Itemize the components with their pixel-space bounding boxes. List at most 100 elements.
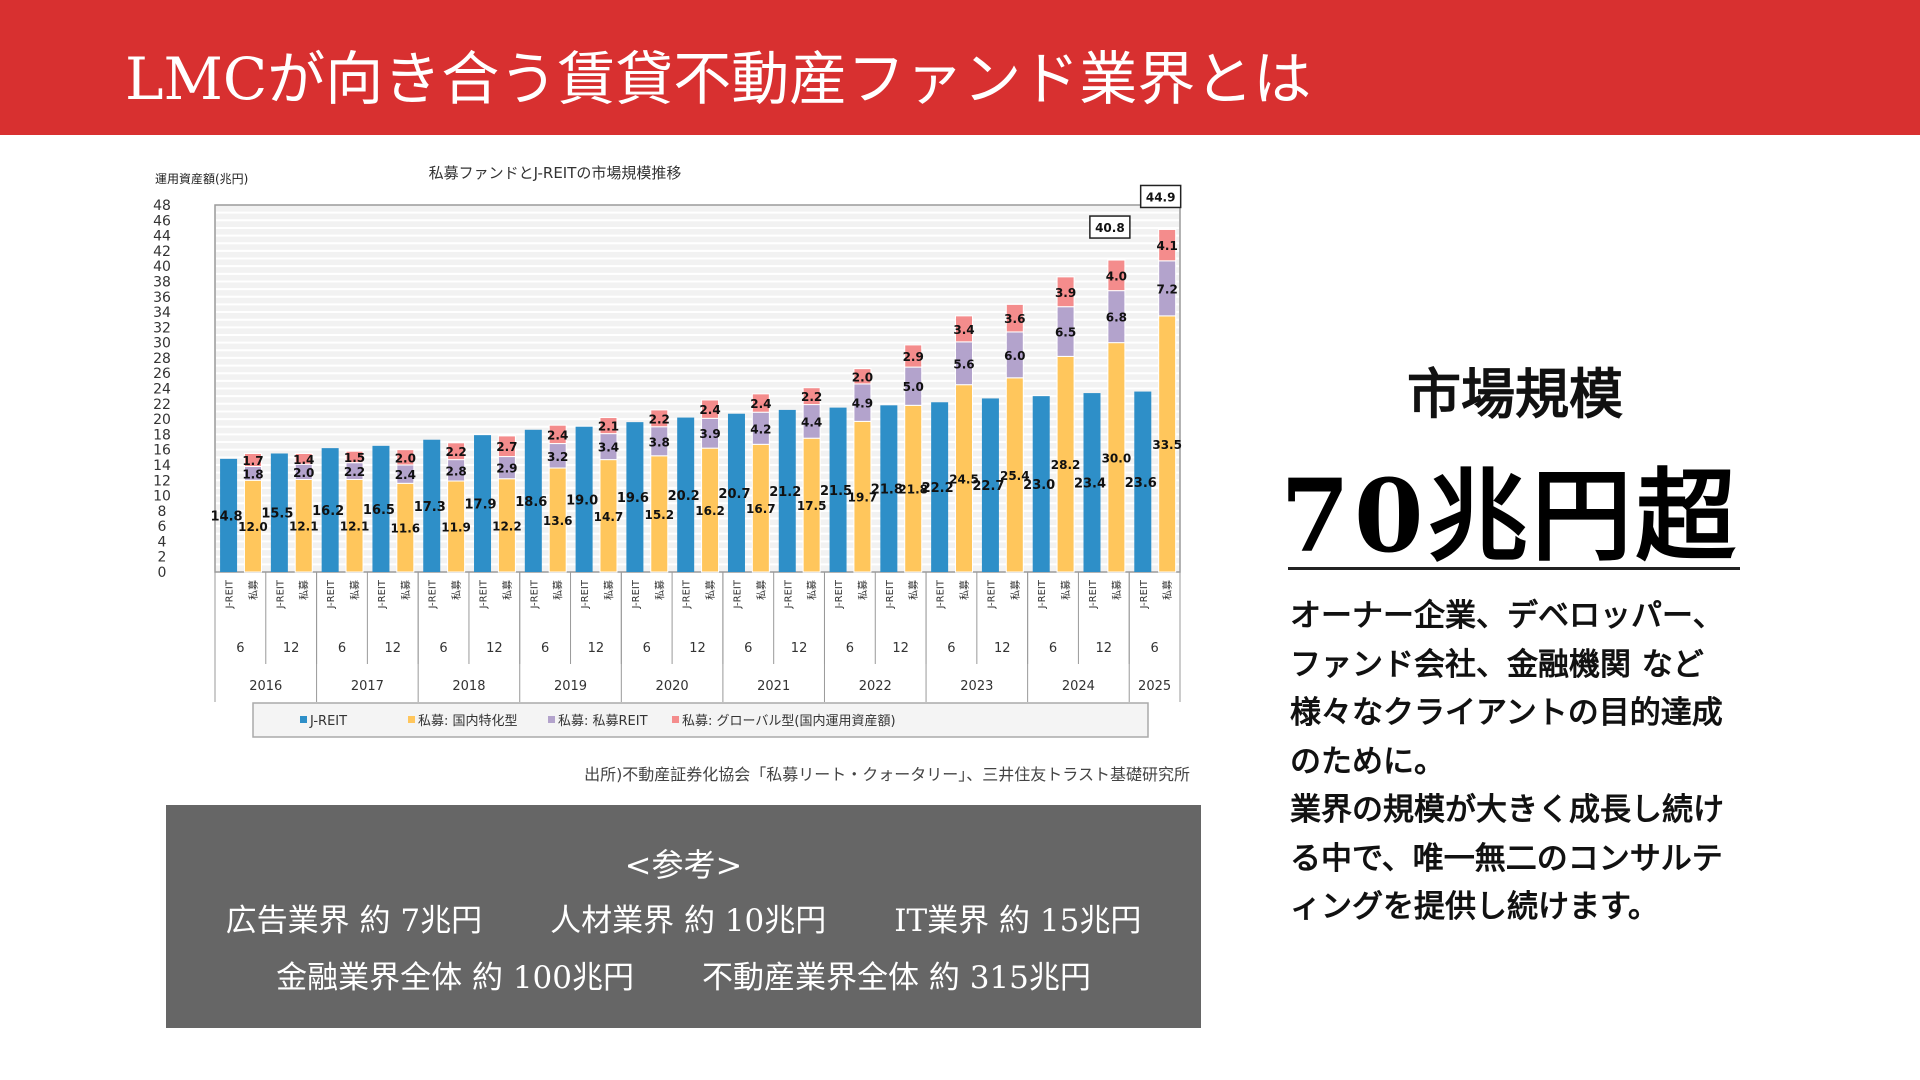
description-line: オーナー企業、デベロッパー、: [1290, 598, 1724, 634]
reference-row-1: 広告業界 約 7兆円 人材業界 約 10兆円 IT業界 約 15兆円: [166, 895, 1201, 940]
bar-private-reit-label: 6.8: [1106, 311, 1127, 325]
bar-global: [1158, 228, 1177, 262]
y-axis-label: 運用資産額(兆円): [155, 171, 248, 186]
description-line: のために。: [1290, 743, 1445, 780]
y-tick-label: 10: [153, 489, 171, 505]
bar-domestic-label: 28.2: [1051, 458, 1081, 472]
market-size-heading: 市場規模: [1407, 362, 1623, 426]
y-tick-label: 22: [153, 397, 171, 413]
bar-private-reit-label: 3.9: [699, 427, 720, 441]
bar-private-reit-label: 3.8: [649, 435, 670, 449]
legend-swatch: [300, 716, 307, 723]
x-bar-label-private: 私募: [399, 580, 412, 600]
bar-private-reit-label: 6.5: [1055, 326, 1076, 340]
bar-jreit-label: 17.9: [464, 498, 496, 513]
bar-global: [396, 449, 415, 466]
bar-jreit: [778, 409, 796, 572]
x-bar-label-private: 私募: [806, 580, 819, 600]
bar-domestic-label: 15.2: [644, 508, 674, 522]
bar-domestic-label: 11.6: [391, 522, 421, 536]
bar-global: [751, 393, 770, 413]
bar-jreit-label: 16.2: [312, 504, 344, 519]
bar-jreit: [474, 435, 492, 572]
x-year-label: 2024: [1062, 679, 1095, 694]
bar-jreit: [321, 448, 339, 572]
y-tick-label: 26: [153, 366, 171, 382]
description-line: 様々なクライアントの目的達成: [1290, 695, 1723, 731]
bar-global: [701, 399, 720, 419]
bar-global: [599, 417, 618, 435]
bar-global-label: 3.4: [953, 323, 974, 337]
header-banner: LMCが向き合う賃貸不動産ファンド業界とは: [0, 0, 1920, 135]
y-tick-label: 28: [153, 351, 171, 367]
bar-global-label: 2.1: [598, 420, 619, 434]
bar-jreit-label: 19.6: [617, 491, 649, 506]
y-tick-label: 46: [153, 213, 171, 229]
bar-jreit-label: 23.0: [1023, 478, 1055, 493]
bar-domestic-label: 21.8: [898, 483, 928, 497]
reference-item-hr: 人材業界 約 10兆円: [550, 903, 827, 939]
y-tick-label: 32: [153, 320, 171, 336]
y-tick-label: 38: [153, 274, 171, 290]
bar-domestic-label: 12.1: [340, 520, 370, 534]
bar-private-reit-label: 7.2: [1157, 282, 1178, 296]
x-bar-label-jreit: J-REIT: [986, 579, 997, 609]
x-year-label: 2019: [554, 679, 587, 694]
reference-title: <参考>: [624, 846, 743, 884]
bar-domestic-label: 25.4: [1000, 469, 1030, 483]
legend-label: 私募: 私募REIT: [558, 714, 648, 729]
x-month-label: 6: [947, 641, 955, 656]
y-tick-label: 4: [158, 534, 167, 550]
x-month-label: 6: [1049, 641, 1057, 656]
bar-private-reit-label: 2.4: [395, 468, 416, 482]
y-tick-label: 8: [158, 504, 167, 520]
bar-global: [904, 344, 923, 368]
x-bar-label-jreit: J-REIT: [428, 579, 439, 609]
bar-domestic-label: 12.1: [289, 520, 319, 534]
reference-item-advertising: 広告業界 約 7兆円: [225, 903, 483, 939]
bar-jreit: [220, 458, 238, 572]
x-year-label: 2018: [452, 679, 485, 694]
bar-global-label: 4.1: [1157, 239, 1178, 253]
bar-jreit-label: 19.0: [566, 493, 598, 508]
bar-global-label: 2.9: [903, 350, 924, 364]
bar-jreit-label: 23.6: [1125, 476, 1157, 491]
bar-private-reit-label: 3.4: [598, 441, 619, 455]
bar-domestic-label: 13.6: [543, 514, 573, 528]
y-tick-label: 48: [153, 198, 171, 214]
bar-domestic-label: 17.5: [797, 499, 827, 513]
bar-domestic-label: 33.5: [1152, 438, 1182, 452]
bar-jreit: [880, 405, 898, 572]
bar-private-reit-label: 2.9: [496, 462, 517, 476]
bar-global-label: 3.6: [1004, 312, 1025, 326]
bar-domestic-label: 12.2: [492, 519, 522, 533]
x-bar-label-private: 私募: [1110, 580, 1123, 600]
x-bar-label-private: 私募: [755, 580, 768, 600]
legend-label: 私募: グローバル型(国内運用資産額): [682, 713, 896, 729]
x-bar-label-jreit: J-REIT: [885, 579, 896, 609]
bar-jreit-label: 15.5: [261, 507, 293, 522]
reference-item-it: IT業界 約 15兆円: [894, 903, 1142, 939]
bar-global: [853, 368, 872, 385]
x-bar-label-private: 私募: [1161, 580, 1174, 600]
bar-global-label: 2.4: [699, 403, 720, 417]
market-size-chart: 私募ファンドとJ-REITの市場規模推移 運用資産額(兆円) 0 2 4 6 8 10 12 14…: [150, 150, 1210, 800]
bar-private-reit-label: 5.0: [903, 380, 924, 394]
total-callout-label: 44.9: [1146, 190, 1176, 204]
bar-global: [1056, 276, 1075, 308]
bar-global: [548, 424, 567, 445]
x-month-label: 6: [439, 641, 447, 656]
bar-jreit: [727, 413, 745, 572]
x-month-label: 12: [588, 641, 605, 656]
x-month-label: 12: [384, 641, 401, 656]
bar-domestic-label: 11.9: [441, 521, 471, 535]
y-tick-label: 0: [158, 565, 167, 581]
description-line: ィングを提供し続けます。: [1290, 889, 1659, 925]
bar-domestic-label: 30.0: [1102, 451, 1132, 465]
legend-swatch: [548, 716, 555, 723]
x-bar-label-jreit: J-REIT: [936, 579, 947, 609]
bar-jreit-label: 23.4: [1074, 477, 1106, 492]
x-month-label: 12: [1096, 641, 1113, 656]
total-callout-label: 40.8: [1095, 221, 1125, 235]
y-tick-label: 2: [158, 550, 167, 566]
